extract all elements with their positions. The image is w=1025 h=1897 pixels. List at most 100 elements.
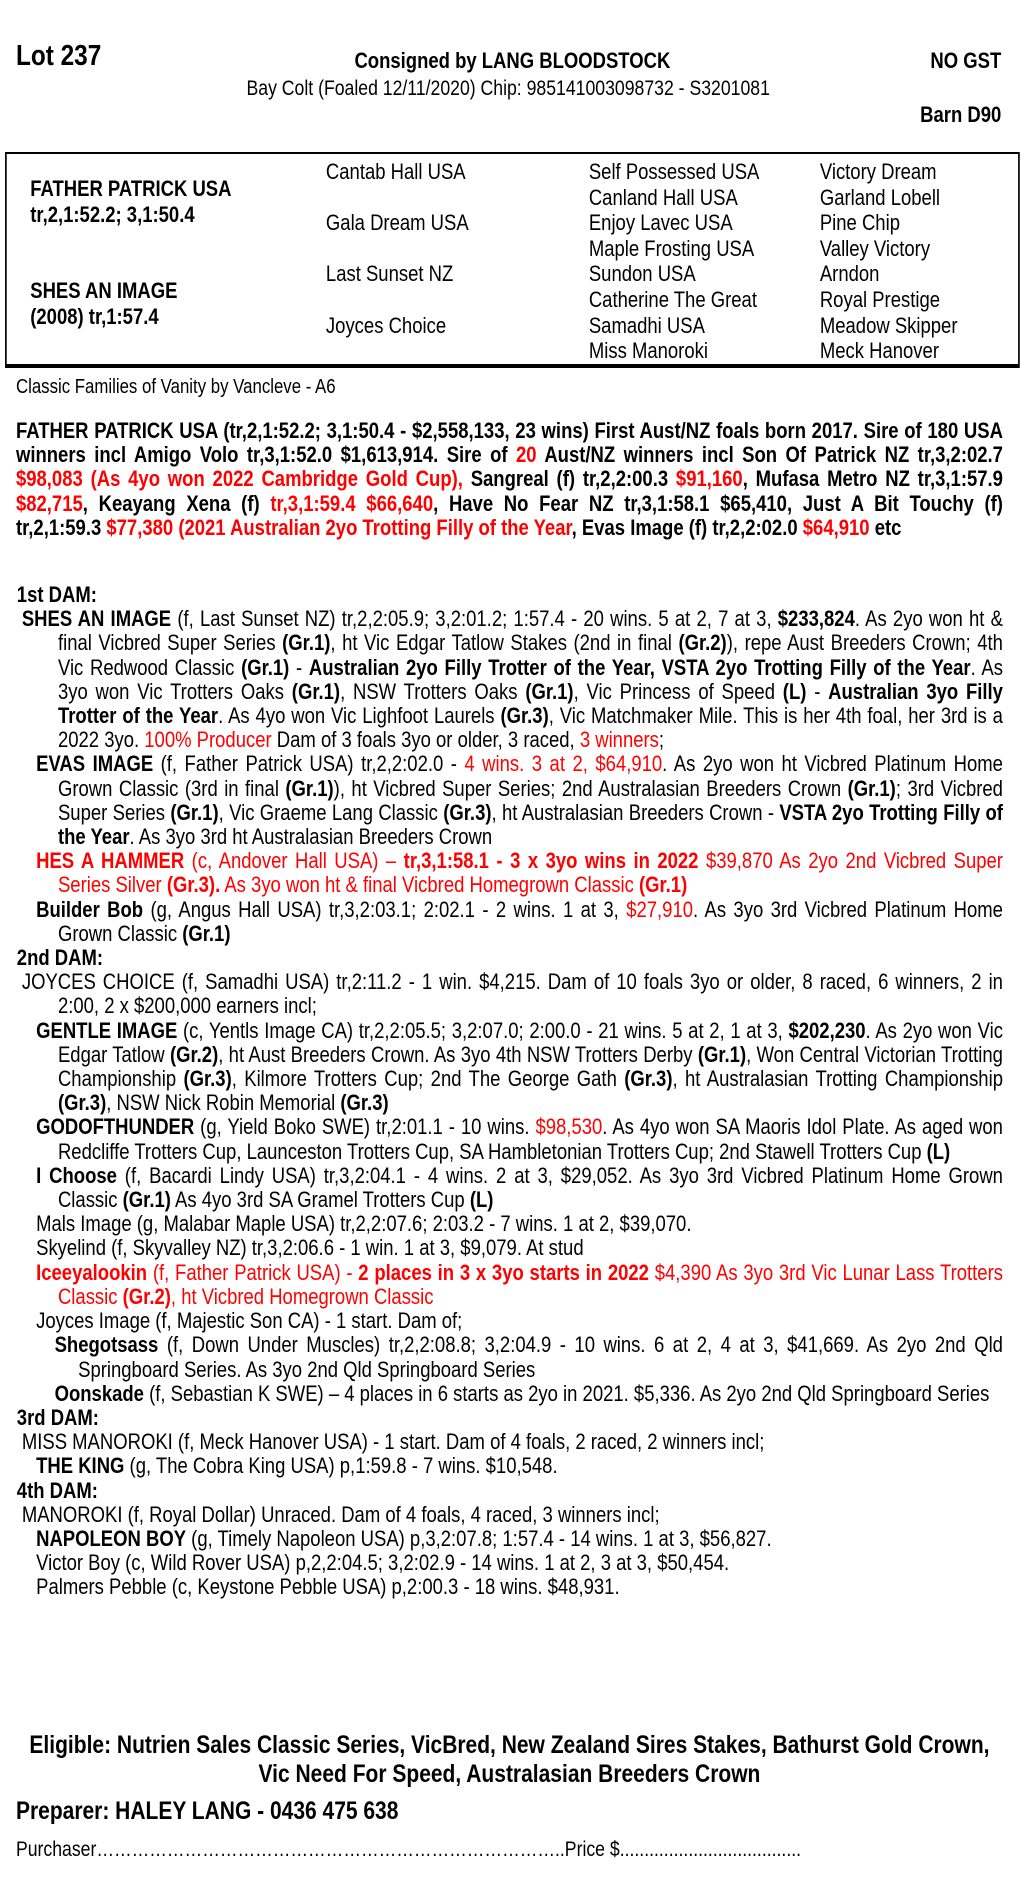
text-run: Joyces Image (f, Majestic Son CA) - 1 st… <box>36 1308 463 1334</box>
text-run: 100% Producer <box>144 727 272 753</box>
text-run: ), repe Aust Breeders Crown; 4th Vic Red… <box>57 630 1003 680</box>
text-run: (L) <box>926 1138 951 1164</box>
text-run: 2 places in 3 x 3yo starts in 2022 <box>358 1259 649 1285</box>
text-run: (f, Father Patrick USA) tr,2,2:02.0 - <box>153 751 465 777</box>
text-run: ; 3rd Vicbred Super Series <box>57 775 1003 825</box>
progeny-entry: I Choose (f, Bacardi Lindy USA) tr,3,2:0… <box>16 1162 1003 1213</box>
text-run: JOYCES CHOICE (f, Samadhi USA) tr,2:11.2… <box>21 969 1003 1019</box>
text-run: (Gr.1) <box>847 775 896 801</box>
text-run: tr,3,1:58.1 - 3 x 3yo wins in 2022 <box>403 848 699 874</box>
text-run: , ht Aust Breeders Crown. As 3yo 4th NSW… <box>218 1041 698 1067</box>
text-run: (Gr.3). <box>166 872 221 898</box>
text-run: (f, Father Patrick USA) - <box>147 1259 359 1285</box>
text-run: (Gr.2) <box>122 1283 171 1309</box>
progeny-entry: Oonskade (f, Sebastian K SWE) – 4 places… <box>16 1380 1003 1406</box>
text-run: (g, Angus Hall USA) tr,3,2:03.1; 2:02.1 … <box>143 896 627 922</box>
text-run: NAPOLEON BOY <box>36 1525 187 1551</box>
text-run: (g, Timely Napoleon USA) p,3,2:07.8; 1:5… <box>186 1525 772 1551</box>
pedigree-great-great-grandparent: Garland Lobell <box>819 184 941 210</box>
text-run: (Gr.1) <box>241 654 290 680</box>
text-run: , Evas Image (f) tr,2,2:02.0 <box>571 514 803 540</box>
text-run: (c, Andover Hall USA) – <box>184 848 404 874</box>
dam-name: SHES AN IMAGE <box>30 278 178 303</box>
text-run: (L) <box>782 678 807 704</box>
progeny-entry: Joyces Image (f, Majestic Son CA) - 1 st… <box>16 1308 1003 1334</box>
text-run: - <box>806 678 829 704</box>
dam-sections: 1st DAM: SHES AN IMAGE (f, Last Sunset NZ… <box>16 582 1003 1600</box>
progeny-entry: Skyelind (f, Skyvalley NZ) tr,3,2:06.6 -… <box>16 1236 1003 1260</box>
text-run: I Choose <box>36 1162 117 1188</box>
text-run: Shegotsass <box>54 1332 159 1358</box>
text-run: (f, Last Sunset NZ) tr,2,2:05.9; 3,2:01.… <box>171 606 778 632</box>
family-line: Classic Families of Vanity by Vancleve -… <box>15 376 336 398</box>
text-run: , ht Vic Edgar Tatlow Stakes (2nd in fin… <box>330 630 679 656</box>
progeny-entry: Shegotsass (f, Down Under Muscles) tr,2,… <box>16 1332 1003 1382</box>
text-run: , NSW Trotters Oaks <box>340 678 526 704</box>
text-run: $98,530 <box>535 1114 603 1140</box>
text-run: 3 winners <box>579 727 659 753</box>
text-run: (Gr.3) <box>500 703 549 729</box>
text-run: $64,910 <box>802 514 870 540</box>
text-run: (Gr.3) <box>340 1090 389 1116</box>
pedigree-great-great-grandparent: Royal Prestige <box>819 287 941 312</box>
text-run: $91,160 <box>675 466 743 492</box>
pedigree-great-grandparent: Samadhi USA <box>588 312 705 338</box>
text-run: EVAS IMAGE <box>36 751 154 777</box>
dam-entry: JOYCES CHOICE (f, Samadhi USA) tr,2:11.2… <box>16 969 1003 1019</box>
pedigree-grandparent: Gala Dream USA <box>325 210 469 236</box>
eligibility: Eligible: Nutrien Sales Classic Series, … <box>29 1731 990 1788</box>
purchaser-price-line: Purchaser……………………………………………………………………..Pri… <box>15 1838 802 1861</box>
dam-heading: 4th DAM: <box>16 1477 98 1503</box>
lot-number: Lot 237 <box>15 40 102 72</box>
progeny-entry: GODOFTHUNDER (g, Yield Boko SWE) tr,2:01… <box>16 1114 1003 1164</box>
text-run: tr,3,1:59.4 $66,640 <box>270 490 434 516</box>
text-run: SHES AN IMAGE <box>21 606 172 632</box>
pedigree-great-grandparent: Canland Hall USA <box>588 184 738 210</box>
text-run: (Gr.1) <box>285 775 334 801</box>
text-run: Australian 3yo Filly Trotter of the Year <box>57 678 1003 729</box>
text-run: . As 2yo won Vic Edgar Tatlow <box>57 1017 1003 1067</box>
text-run: $4,390 As 3yo 3rd Vic Lunar Lass Trotter… <box>57 1259 1003 1309</box>
sire-name: FATHER PATRICK USA <box>30 176 232 201</box>
text-run: (Gr.2) <box>169 1041 219 1067</box>
text-run: Oonskade <box>54 1380 144 1406</box>
text-run: $202,230 <box>788 1017 866 1043</box>
progeny-entry: Builder Bob (g, Angus Hall USA) tr,3,2:0… <box>16 896 1003 946</box>
text-run: MISS MANOROKI (f, Meck Hanover USA) - 1 … <box>21 1429 765 1455</box>
text-run: (L) <box>469 1187 494 1213</box>
pedigree-great-great-grandparent: Pine Chip <box>819 210 900 236</box>
text-run: Sangreal (f) tr,2,2:00.3 <box>462 466 676 492</box>
text-run: GODOFTHUNDER <box>36 1114 195 1140</box>
text-run: (f, Down Under Muscles) tr,2,2:08.8; 3,2… <box>78 1332 1003 1382</box>
pedigree-great-great-grandparent: Arndon <box>819 261 880 287</box>
text-run: (Gr.3) <box>624 1066 673 1092</box>
text-run: (f, Sebastian K SWE) – 4 places in 6 sta… <box>143 1380 990 1406</box>
text-run: VSTA 2yo Trotting Filly of the Year <box>57 799 1003 850</box>
text-run: 20 <box>515 442 537 468</box>
text-run: (Gr.2) <box>678 630 727 656</box>
text-run: , Vic Princess of Speed <box>573 678 783 704</box>
text-run: Victor Boy (c, Wild Rover USA) p,2,2:04.… <box>36 1550 730 1576</box>
sire-paragraph: FATHER PATRICK USA (tr,2,1:52.2; 3,1:50.… <box>15 418 1003 540</box>
text-run: , ht Vicbred Homegrown Classic <box>170 1283 434 1309</box>
pedigree-great-grandparent: Maple Frosting USA <box>588 235 755 261</box>
text-run: - <box>289 654 309 680</box>
text-run: etc <box>869 514 902 540</box>
text-run: $98,083 (As 4yo won 2022 Cambridge Gold … <box>15 466 463 492</box>
progeny-entry: HES A HAMMER (c, Andover Hall USA) – tr,… <box>16 848 1003 898</box>
text-run: $233,824 <box>777 606 855 632</box>
progeny-entry: GENTLE IMAGE (c, Yentls Image CA) tr,2,2… <box>16 1017 1003 1116</box>
pedigree-great-grandparent: Sundon USA <box>588 261 696 287</box>
text-run: HES A HAMMER <box>36 848 185 874</box>
text-run: Mals Image (g, Malabar Maple USA) tr,2,2… <box>36 1211 692 1237</box>
pedigree-great-great-grandparent: Meck Hanover <box>819 338 939 364</box>
text-run: ), ht Vicbred Super Series; 2nd Australa… <box>333 775 848 801</box>
pedigree-great-grandparent: Self Possessed USA <box>588 159 760 184</box>
text-run: . As 2yo won ht Vicbred Platinum Home Gr… <box>57 751 1003 801</box>
text-run: (g, Yield Boko SWE) tr,2:01.1 - 10 wins. <box>194 1114 536 1140</box>
text-run: (Gr.3) <box>57 1090 107 1116</box>
text-run: $27,910 <box>626 896 693 922</box>
text-run: As 4yo 3rd SA Gramel Trotters Cup <box>170 1187 470 1213</box>
progeny-entry: Victor Boy (c, Wild Rover USA) p,2,2:04.… <box>16 1551 1003 1575</box>
